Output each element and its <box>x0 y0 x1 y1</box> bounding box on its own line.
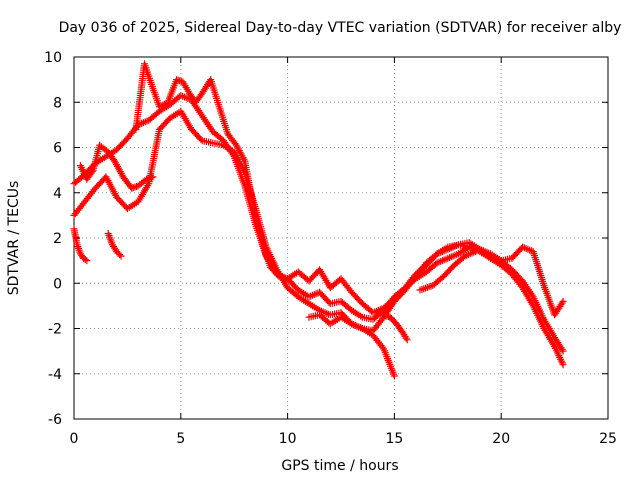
data-points <box>70 60 567 380</box>
x-tick-label: 15 <box>385 431 403 447</box>
series-track-a <box>70 92 567 369</box>
axis-ticks: 0 5 10 15 20 25 -6 -4 -2 0 2 4 6 8 10 <box>44 50 617 447</box>
x-tick-label: 10 <box>279 431 297 447</box>
y-tick-label: 6 <box>53 141 62 157</box>
marker-path <box>380 311 411 344</box>
y-tick-label: 10 <box>44 50 62 66</box>
y-tick-label: -2 <box>48 322 62 338</box>
marker-path <box>305 311 398 380</box>
y-tick-label: -4 <box>48 367 62 383</box>
marker-path <box>70 92 567 369</box>
series-track-h <box>380 311 411 344</box>
series-track-g <box>305 311 398 380</box>
y-tick-label: -6 <box>48 412 62 428</box>
series-track-c <box>132 60 567 319</box>
y-tick-label: 4 <box>53 186 62 202</box>
chart-title: Day 036 of 2025, Sidereal Day-to-day VTE… <box>59 20 622 36</box>
series-track-d <box>76 141 157 192</box>
series-track-i <box>416 248 480 294</box>
x-tick-label: 20 <box>492 431 510 447</box>
series-track-b <box>70 107 567 355</box>
y-axis-label: SDTVAR / TECUs <box>6 181 22 296</box>
marker-path <box>76 141 157 192</box>
marker-path <box>416 248 480 294</box>
marker-path <box>70 225 91 265</box>
x-axis-label: GPS time / hours <box>281 458 398 474</box>
y-tick-label: 8 <box>53 95 62 111</box>
marker-path <box>104 230 125 260</box>
marker-path <box>70 107 567 355</box>
x-tick-label: 0 <box>70 431 79 447</box>
x-tick-label: 5 <box>176 431 185 447</box>
series-track-e <box>70 225 91 265</box>
grid-lines <box>74 57 608 419</box>
x-tick-label: 25 <box>599 431 617 447</box>
marker-path <box>132 60 567 319</box>
y-tick-label: 2 <box>53 231 62 247</box>
series-track-f <box>104 230 125 260</box>
y-tick-label: 0 <box>53 276 62 292</box>
